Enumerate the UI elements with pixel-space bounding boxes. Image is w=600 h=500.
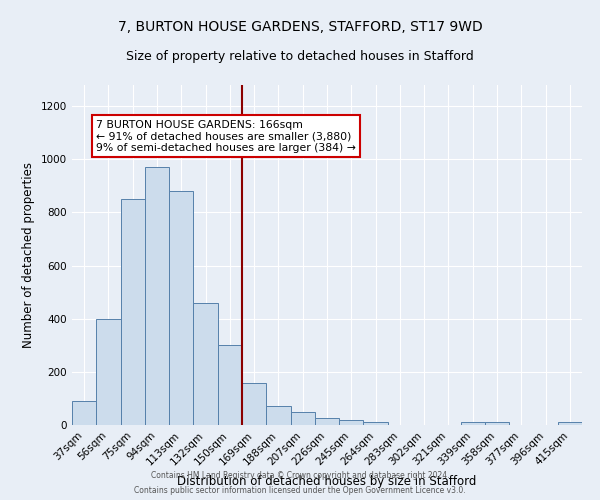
Bar	[169, 191, 193, 425]
Text: Contains public sector information licensed under the Open Government Licence v3: Contains public sector information licen…	[134, 486, 466, 495]
Bar	[315, 418, 339, 425]
Bar	[121, 199, 145, 425]
Bar	[72, 401, 96, 425]
Bar	[96, 319, 121, 425]
Text: 7, BURTON HOUSE GARDENS, STAFFORD, ST17 9WD: 7, BURTON HOUSE GARDENS, STAFFORD, ST17 …	[118, 20, 482, 34]
Y-axis label: Number of detached properties: Number of detached properties	[22, 162, 35, 348]
Bar	[266, 406, 290, 425]
Bar	[461, 422, 485, 425]
Bar	[364, 422, 388, 425]
Text: Contains HM Land Registry data © Crown copyright and database right 2024.: Contains HM Land Registry data © Crown c…	[151, 471, 449, 480]
X-axis label: Distribution of detached houses by size in Stafford: Distribution of detached houses by size …	[178, 475, 476, 488]
Bar	[485, 422, 509, 425]
Bar	[339, 420, 364, 425]
Bar	[558, 422, 582, 425]
Bar	[218, 346, 242, 425]
Text: 7 BURTON HOUSE GARDENS: 166sqm
← 91% of detached houses are smaller (3,880)
9% o: 7 BURTON HOUSE GARDENS: 166sqm ← 91% of …	[96, 120, 356, 152]
Bar	[145, 168, 169, 425]
Bar	[193, 303, 218, 425]
Text: Size of property relative to detached houses in Stafford: Size of property relative to detached ho…	[126, 50, 474, 63]
Bar	[290, 412, 315, 425]
Bar	[242, 382, 266, 425]
